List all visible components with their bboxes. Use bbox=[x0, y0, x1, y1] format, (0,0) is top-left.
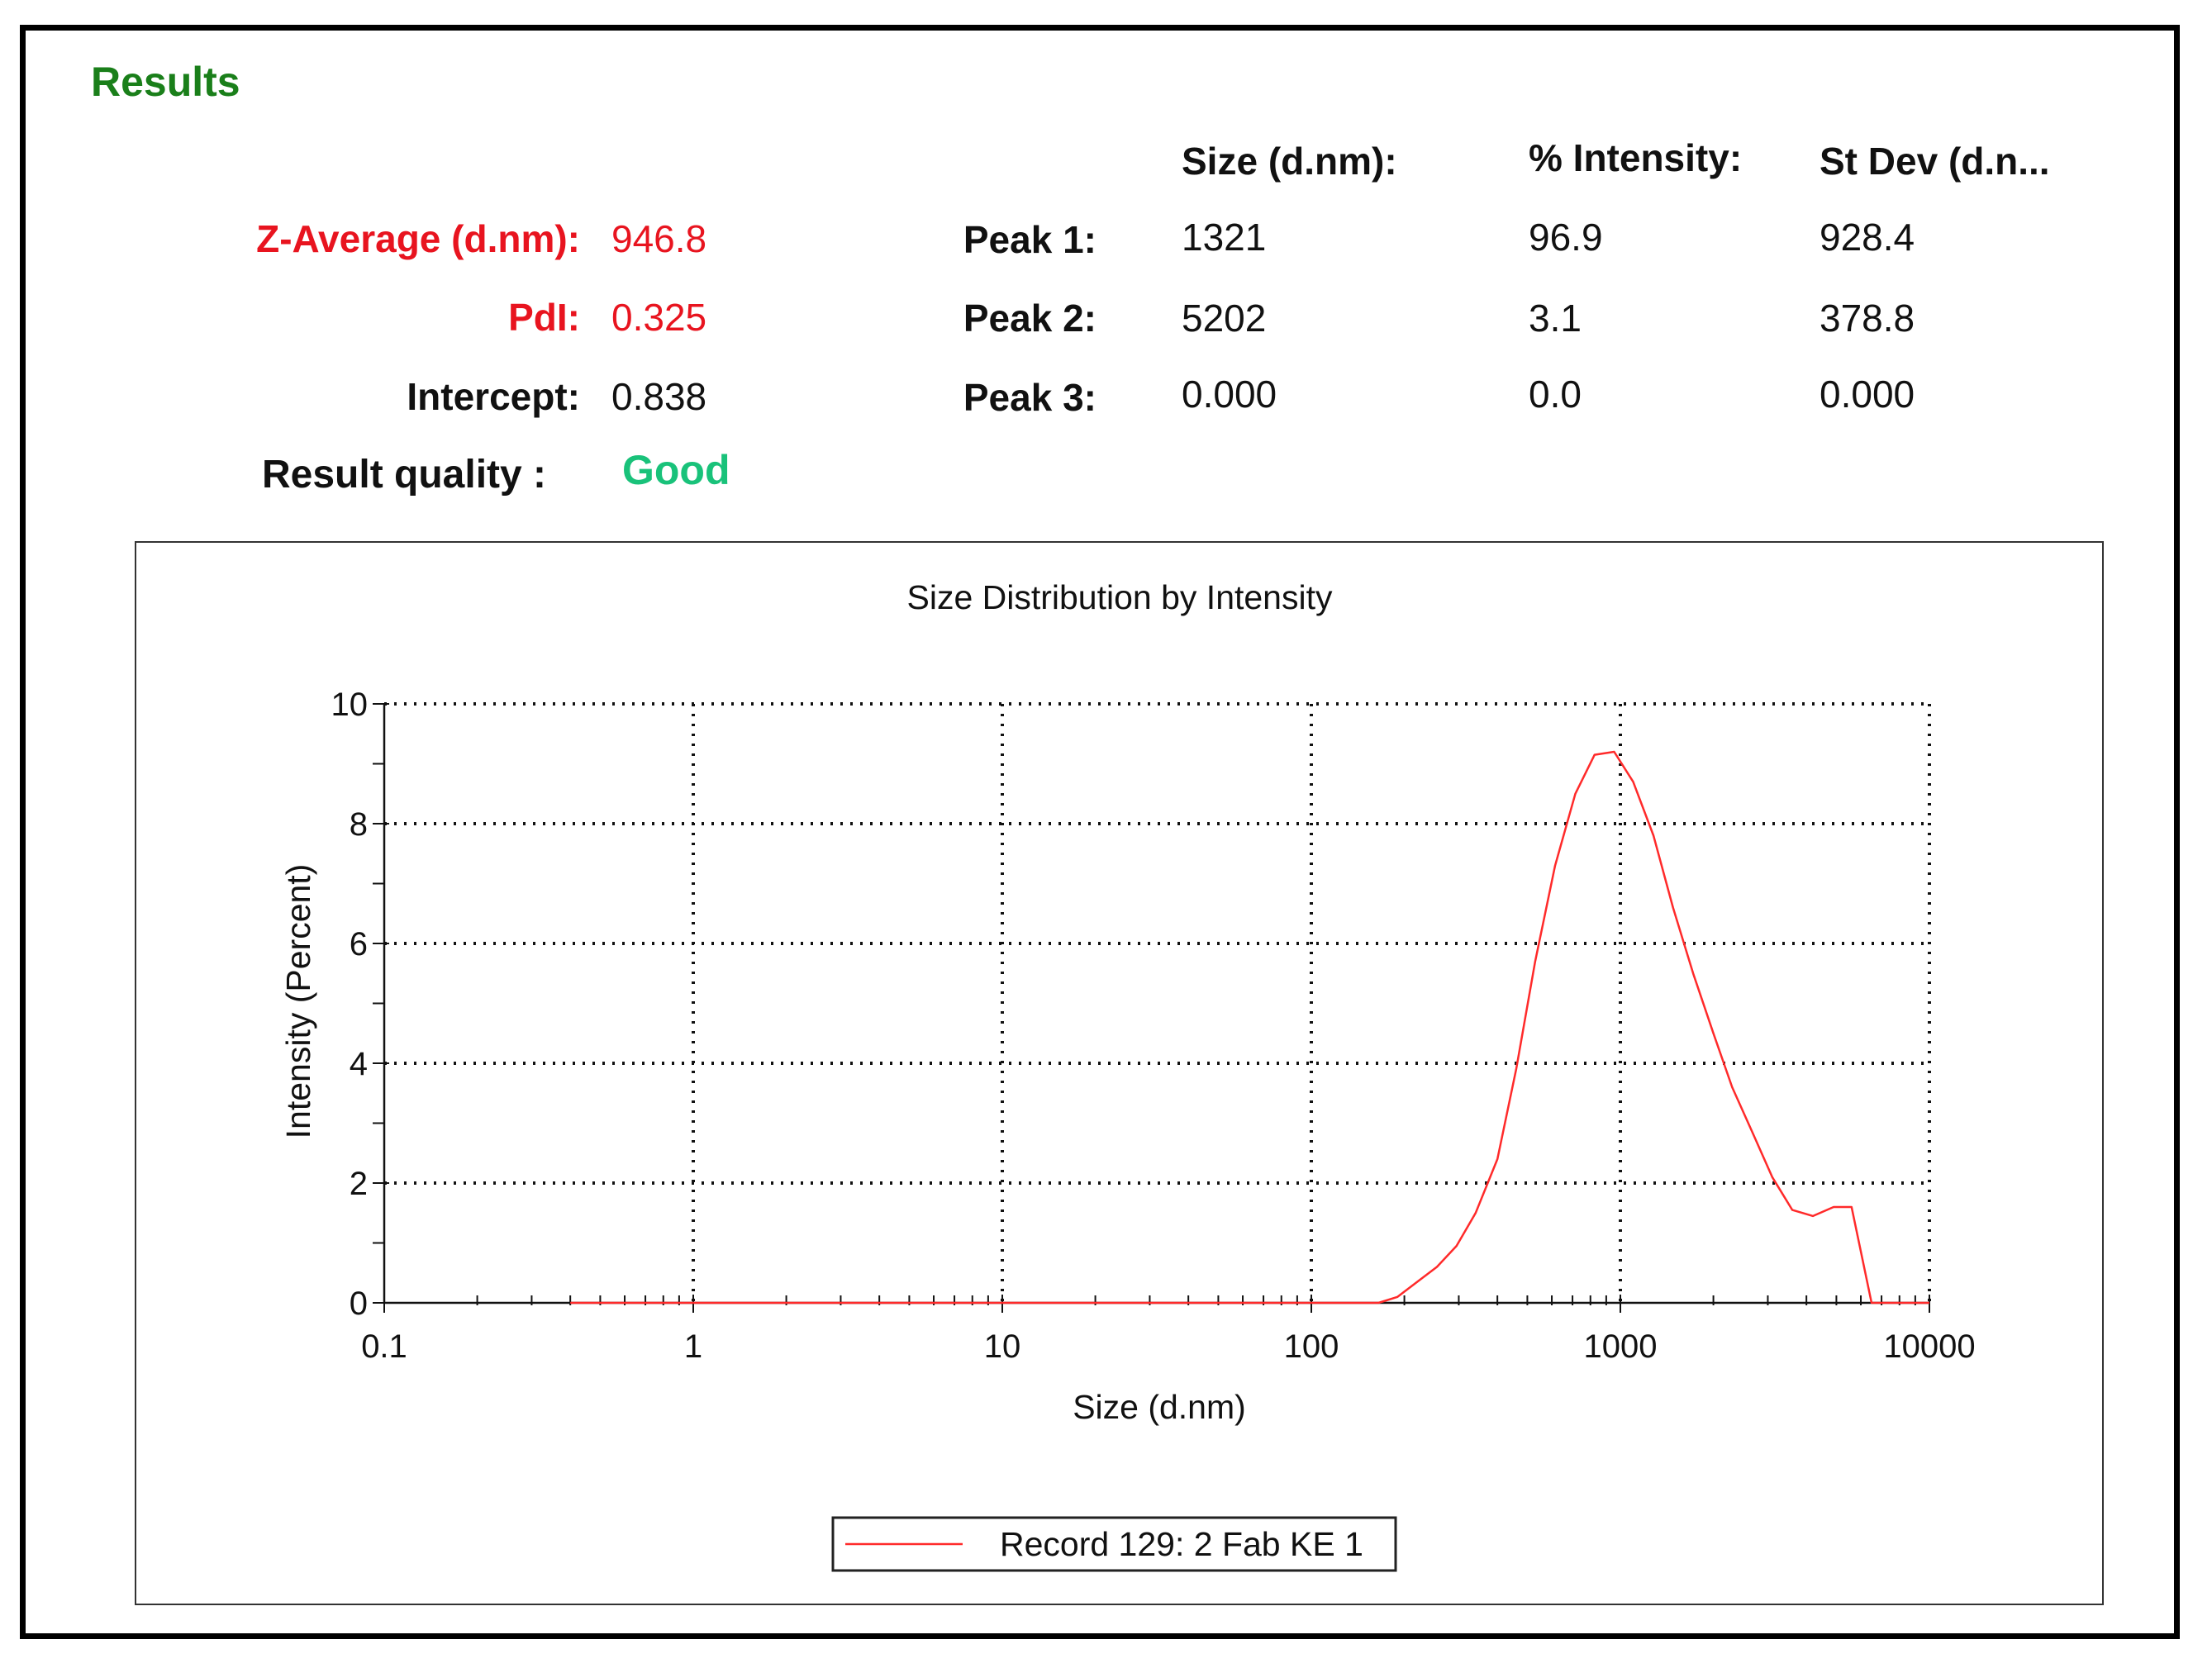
peak-2-label: Peak 2: bbox=[963, 297, 1096, 340]
peak-1-intensity: 96.9 bbox=[1529, 216, 1603, 259]
results-title: Results bbox=[91, 59, 240, 105]
peak-3-size: 0.000 bbox=[1182, 373, 1277, 416]
peak-1-stdev: 928.4 bbox=[1820, 216, 1915, 259]
peak-3-label: Peak 3: bbox=[963, 376, 1096, 419]
peak-2-size: 5202 bbox=[1182, 297, 1267, 340]
y-tick-label: 4 bbox=[350, 1046, 368, 1082]
z-average-label: Z-Average (d.nm): bbox=[256, 217, 580, 260]
y-axis-label: Intensity (Percent) bbox=[279, 864, 317, 1139]
x-axis-label: Size (d.nm) bbox=[1073, 1388, 1246, 1426]
pdi-label: PdI: bbox=[508, 296, 580, 339]
x-tick-label: 100 bbox=[1284, 1328, 1339, 1365]
result-quality-value: Good bbox=[622, 447, 730, 493]
peak-1-size: 1321 bbox=[1182, 216, 1267, 259]
pdi-value: 0.325 bbox=[611, 296, 707, 339]
result-quality-label: Result quality : bbox=[262, 453, 547, 497]
header-stdev: St Dev (d.n... bbox=[1820, 140, 2050, 183]
legend: Record 129: 2 Fab KE 1 bbox=[831, 1516, 1397, 1572]
x-tick-label: 0.1 bbox=[361, 1328, 407, 1365]
y-tick-label: 8 bbox=[350, 806, 368, 843]
x-tick-label: 10 bbox=[984, 1328, 1021, 1365]
size-distribution-chart: Size Distribution by Intensity Size (d.n… bbox=[279, 578, 1976, 1572]
size-distribution-chart-panel: Size Distribution by Intensity Size (d.n… bbox=[135, 541, 2104, 1605]
z-average-value: 946.8 bbox=[611, 217, 707, 260]
series-line-record-129 bbox=[570, 750, 1929, 1304]
legend-label: Record 129: 2 Fab KE 1 bbox=[1000, 1525, 1363, 1563]
peak-3-stdev: 0.000 bbox=[1820, 373, 1915, 416]
y-tick-label: 6 bbox=[350, 926, 368, 962]
y-tick-label: 0 bbox=[350, 1285, 368, 1322]
y-tick-label: 2 bbox=[350, 1166, 368, 1202]
x-tick-label: 10000 bbox=[1883, 1328, 1975, 1365]
peak-2-intensity: 3.1 bbox=[1529, 297, 1582, 340]
x-tick-label: 1000 bbox=[1584, 1328, 1658, 1365]
intercept-label: Intercept: bbox=[407, 375, 580, 418]
peak-2-stdev: 378.8 bbox=[1820, 297, 1915, 340]
chart-title: Size Distribution by Intensity bbox=[906, 578, 1333, 616]
peak-1-label: Peak 1: bbox=[963, 218, 1096, 261]
x-tick-label: 1 bbox=[684, 1328, 702, 1365]
header-size: Size (d.nm): bbox=[1182, 140, 1397, 183]
y-tick-label: 10 bbox=[331, 687, 369, 723]
header-intensity: % Intensity: bbox=[1529, 136, 1743, 179]
peak-3-intensity: 0.0 bbox=[1529, 373, 1582, 416]
intercept-value: 0.838 bbox=[611, 375, 707, 418]
